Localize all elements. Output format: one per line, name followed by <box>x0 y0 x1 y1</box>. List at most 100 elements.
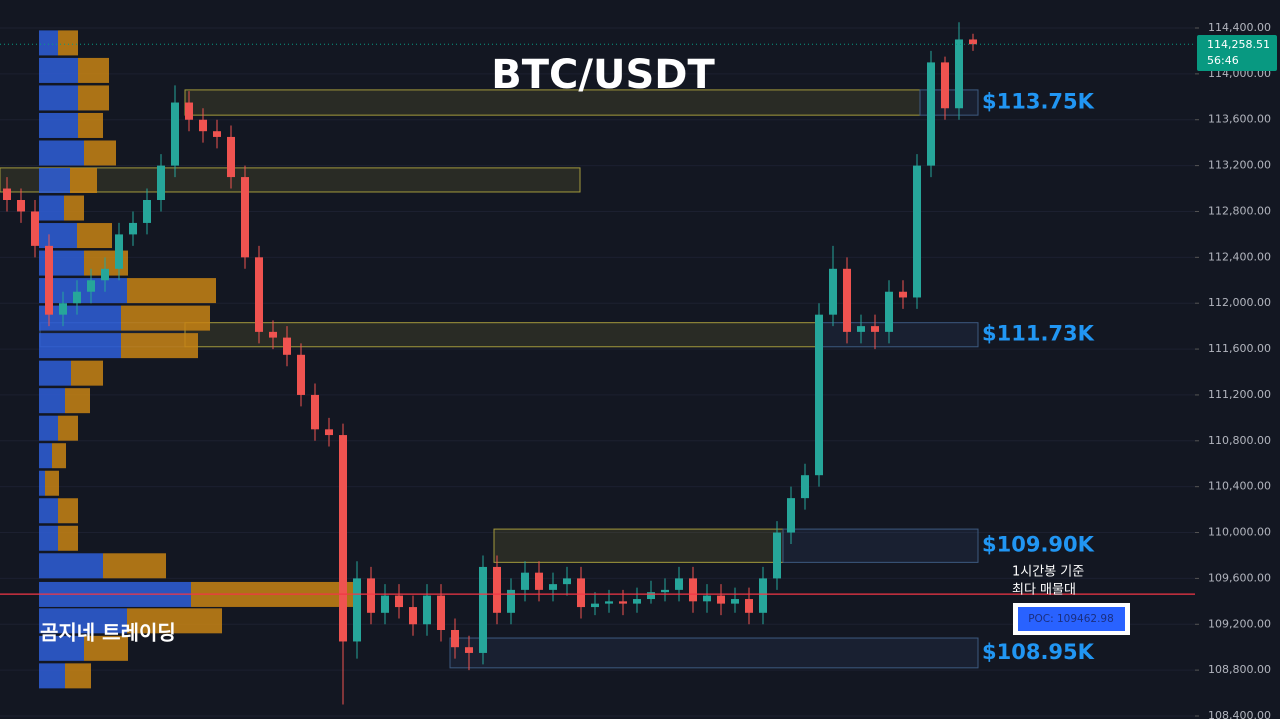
poc-label-box <box>1018 607 1125 631</box>
candle-body <box>171 102 179 166</box>
candle-body <box>703 595 711 602</box>
zone-label: $108.95K <box>982 640 1095 664</box>
poc-label: POC: 109462.98 <box>1028 613 1114 625</box>
vp-buy-bar <box>39 470 45 496</box>
y-tick-label: 110,000.00 <box>1208 526 1271 539</box>
poc-note: 최다 매물대 <box>1012 583 1076 598</box>
candle-body <box>815 314 823 476</box>
y-tick-label: 114,400.00 <box>1208 21 1271 34</box>
candle-body <box>185 102 193 120</box>
candle-body <box>927 62 935 166</box>
vp-buy-bar <box>39 525 58 551</box>
y-tick-label: 108,800.00 <box>1208 663 1271 676</box>
candle-body <box>745 599 753 613</box>
candle-body <box>59 303 67 315</box>
zone <box>184 89 921 116</box>
candle-body <box>675 578 683 590</box>
poc-note: 1시간봉 기준 <box>1012 565 1084 580</box>
vp-buy-bar <box>39 85 78 111</box>
candle-body <box>227 136 235 178</box>
price-axis-panel <box>1197 0 1280 719</box>
vp-sell-bar <box>58 415 78 441</box>
vp-buy-bar <box>39 30 58 56</box>
candle-body <box>759 578 767 613</box>
vp-sell-bar <box>77 223 112 249</box>
y-tick-label: 113,600.00 <box>1208 113 1271 126</box>
candle-body <box>787 498 795 533</box>
vp-buy-bar <box>39 415 58 441</box>
candle-body <box>199 119 207 132</box>
candle-body <box>479 566 487 653</box>
candle-body <box>493 566 501 613</box>
zone <box>493 528 784 563</box>
candle-body <box>563 578 571 585</box>
vp-buy-bar <box>39 388 65 414</box>
zone <box>449 637 979 669</box>
candle-body <box>605 601 613 604</box>
zone <box>782 528 979 563</box>
vp-buy-bar <box>39 360 71 386</box>
vp-buy-bar <box>39 278 127 304</box>
candle-body <box>619 601 627 604</box>
candle-body <box>381 595 389 613</box>
zone <box>184 322 821 348</box>
candle-body <box>955 39 963 109</box>
vp-buy-bar <box>39 223 77 249</box>
vp-buy-bar <box>39 663 65 689</box>
candle-body <box>549 584 557 590</box>
candle-body <box>115 234 123 269</box>
candle-body <box>857 326 865 332</box>
candle-body <box>941 62 949 109</box>
candle-body <box>3 188 11 200</box>
vp-sell-bar <box>58 525 78 551</box>
candle-body <box>801 475 809 499</box>
y-tick-label: 108,400.00 <box>1208 709 1271 719</box>
vp-sell-bar <box>78 57 109 83</box>
candle-body <box>717 595 725 604</box>
vp-buy-bar <box>39 57 78 83</box>
candle-body <box>353 578 361 642</box>
vp-sell-bar <box>78 112 103 138</box>
watermark: 곰지네 트레이딩 <box>40 621 176 645</box>
candle-body <box>129 222 137 235</box>
vp-sell-bar <box>121 305 210 331</box>
vp-sell-bar <box>64 195 84 221</box>
y-tick-label: 111,200.00 <box>1208 388 1271 401</box>
vp-sell-bar <box>70 168 97 194</box>
candle-body <box>213 131 221 137</box>
vp-sell-bar <box>84 140 116 166</box>
y-tick-label: 110,400.00 <box>1208 480 1271 493</box>
vp-sell-bar <box>71 360 103 386</box>
candle-body <box>269 331 277 338</box>
vp-sell-bar <box>58 498 78 524</box>
candle-body <box>885 291 893 332</box>
vp-sell-bar <box>121 333 198 359</box>
y-tick-label: 111,600.00 <box>1208 342 1271 355</box>
vp-sell-bar <box>65 663 91 689</box>
vp-sell-bar <box>65 388 90 414</box>
vp-buy-bar <box>39 553 103 579</box>
vp-sell-bar <box>127 278 216 304</box>
candle-body <box>437 595 445 630</box>
zone-label: $113.75K <box>982 90 1095 114</box>
candle-body <box>241 177 249 258</box>
candle-body <box>829 268 837 315</box>
candle-body <box>731 599 739 604</box>
last-price-box <box>1197 35 1277 71</box>
candle-body <box>311 394 319 430</box>
candle-body <box>507 589 515 613</box>
y-tick-label: 110,800.00 <box>1208 434 1271 447</box>
y-tick-label: 109,600.00 <box>1208 571 1271 584</box>
candle-body <box>913 165 921 298</box>
vp-buy-bar <box>39 498 58 524</box>
candle-body <box>689 578 697 602</box>
candle-body <box>87 280 95 292</box>
candle-body <box>521 572 529 590</box>
y-tick-label: 112,400.00 <box>1208 250 1271 263</box>
vp-buy-bar <box>39 635 84 661</box>
candle-body <box>339 435 347 642</box>
candle-body <box>969 39 977 45</box>
vp-sell-bar <box>78 85 109 111</box>
candle-body <box>101 268 109 281</box>
